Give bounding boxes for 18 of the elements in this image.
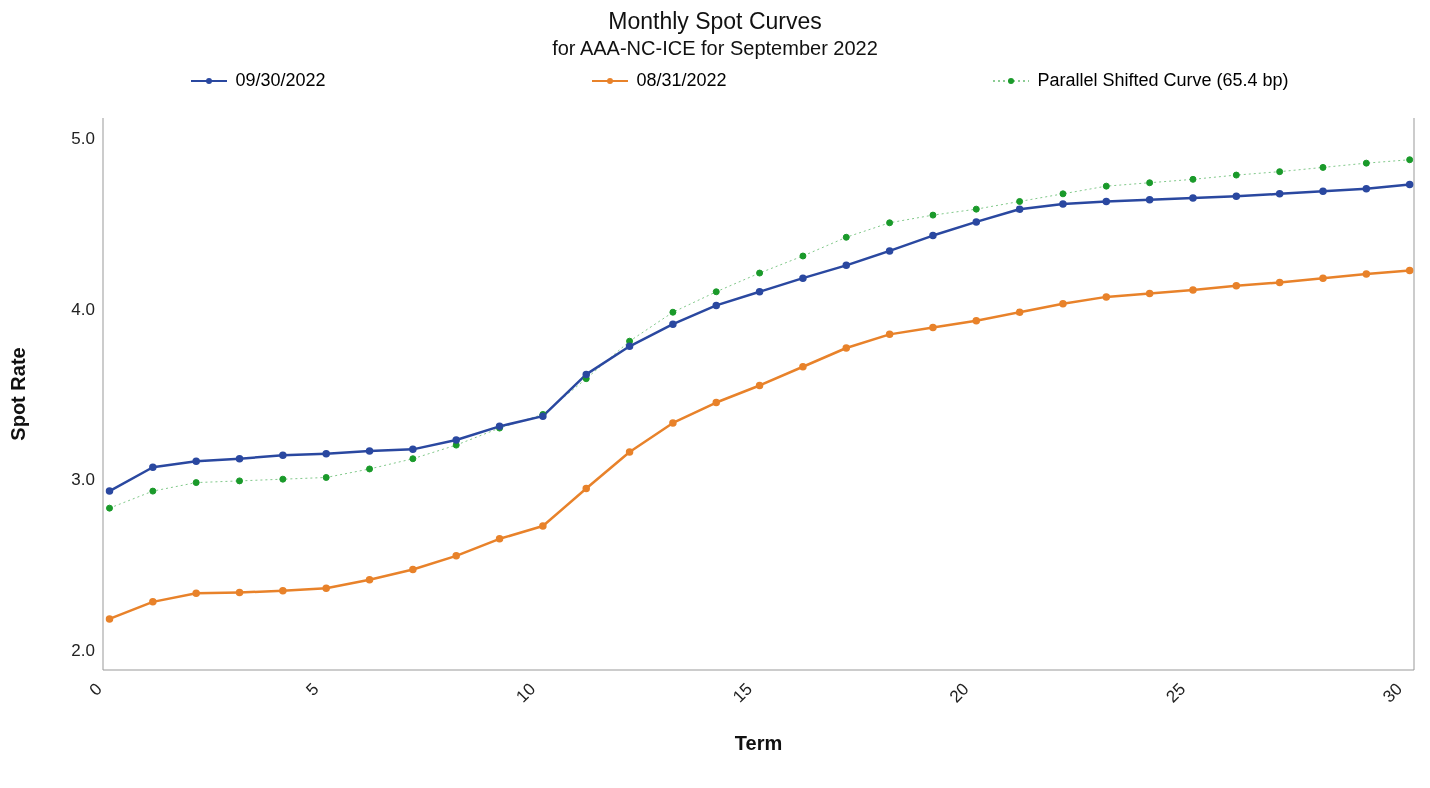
- x-tick-label: 30: [1379, 679, 1406, 707]
- chart-title: Monthly Spot Curves: [607, 8, 823, 35]
- x-tick-label: 15: [729, 679, 756, 707]
- x-tick-label: 5: [302, 679, 323, 700]
- y-tick-label: 5.0: [71, 129, 95, 149]
- y-axis-title: Spot Rate: [7, 347, 30, 441]
- x-tick-label: 25: [1162, 679, 1190, 707]
- y-tick-label: 4.0: [71, 299, 95, 319]
- chart-subtitle: for AAA-NC-ICE for September 2022: [551, 37, 879, 60]
- x-tick-label: 0: [85, 679, 106, 700]
- legend-label: 08/31/2022: [636, 70, 727, 91]
- legend-label: 09/30/2022: [235, 70, 326, 91]
- x-axis-title: Term: [734, 732, 783, 754]
- legend-label: Parallel Shifted Curve (65.4 bp): [1037, 70, 1289, 91]
- y-tick-label: 3.0: [71, 470, 95, 490]
- x-tick-label: 20: [945, 679, 973, 707]
- x-tick-label: 10: [512, 679, 540, 707]
- y-tick-label: 2.0: [71, 640, 95, 660]
